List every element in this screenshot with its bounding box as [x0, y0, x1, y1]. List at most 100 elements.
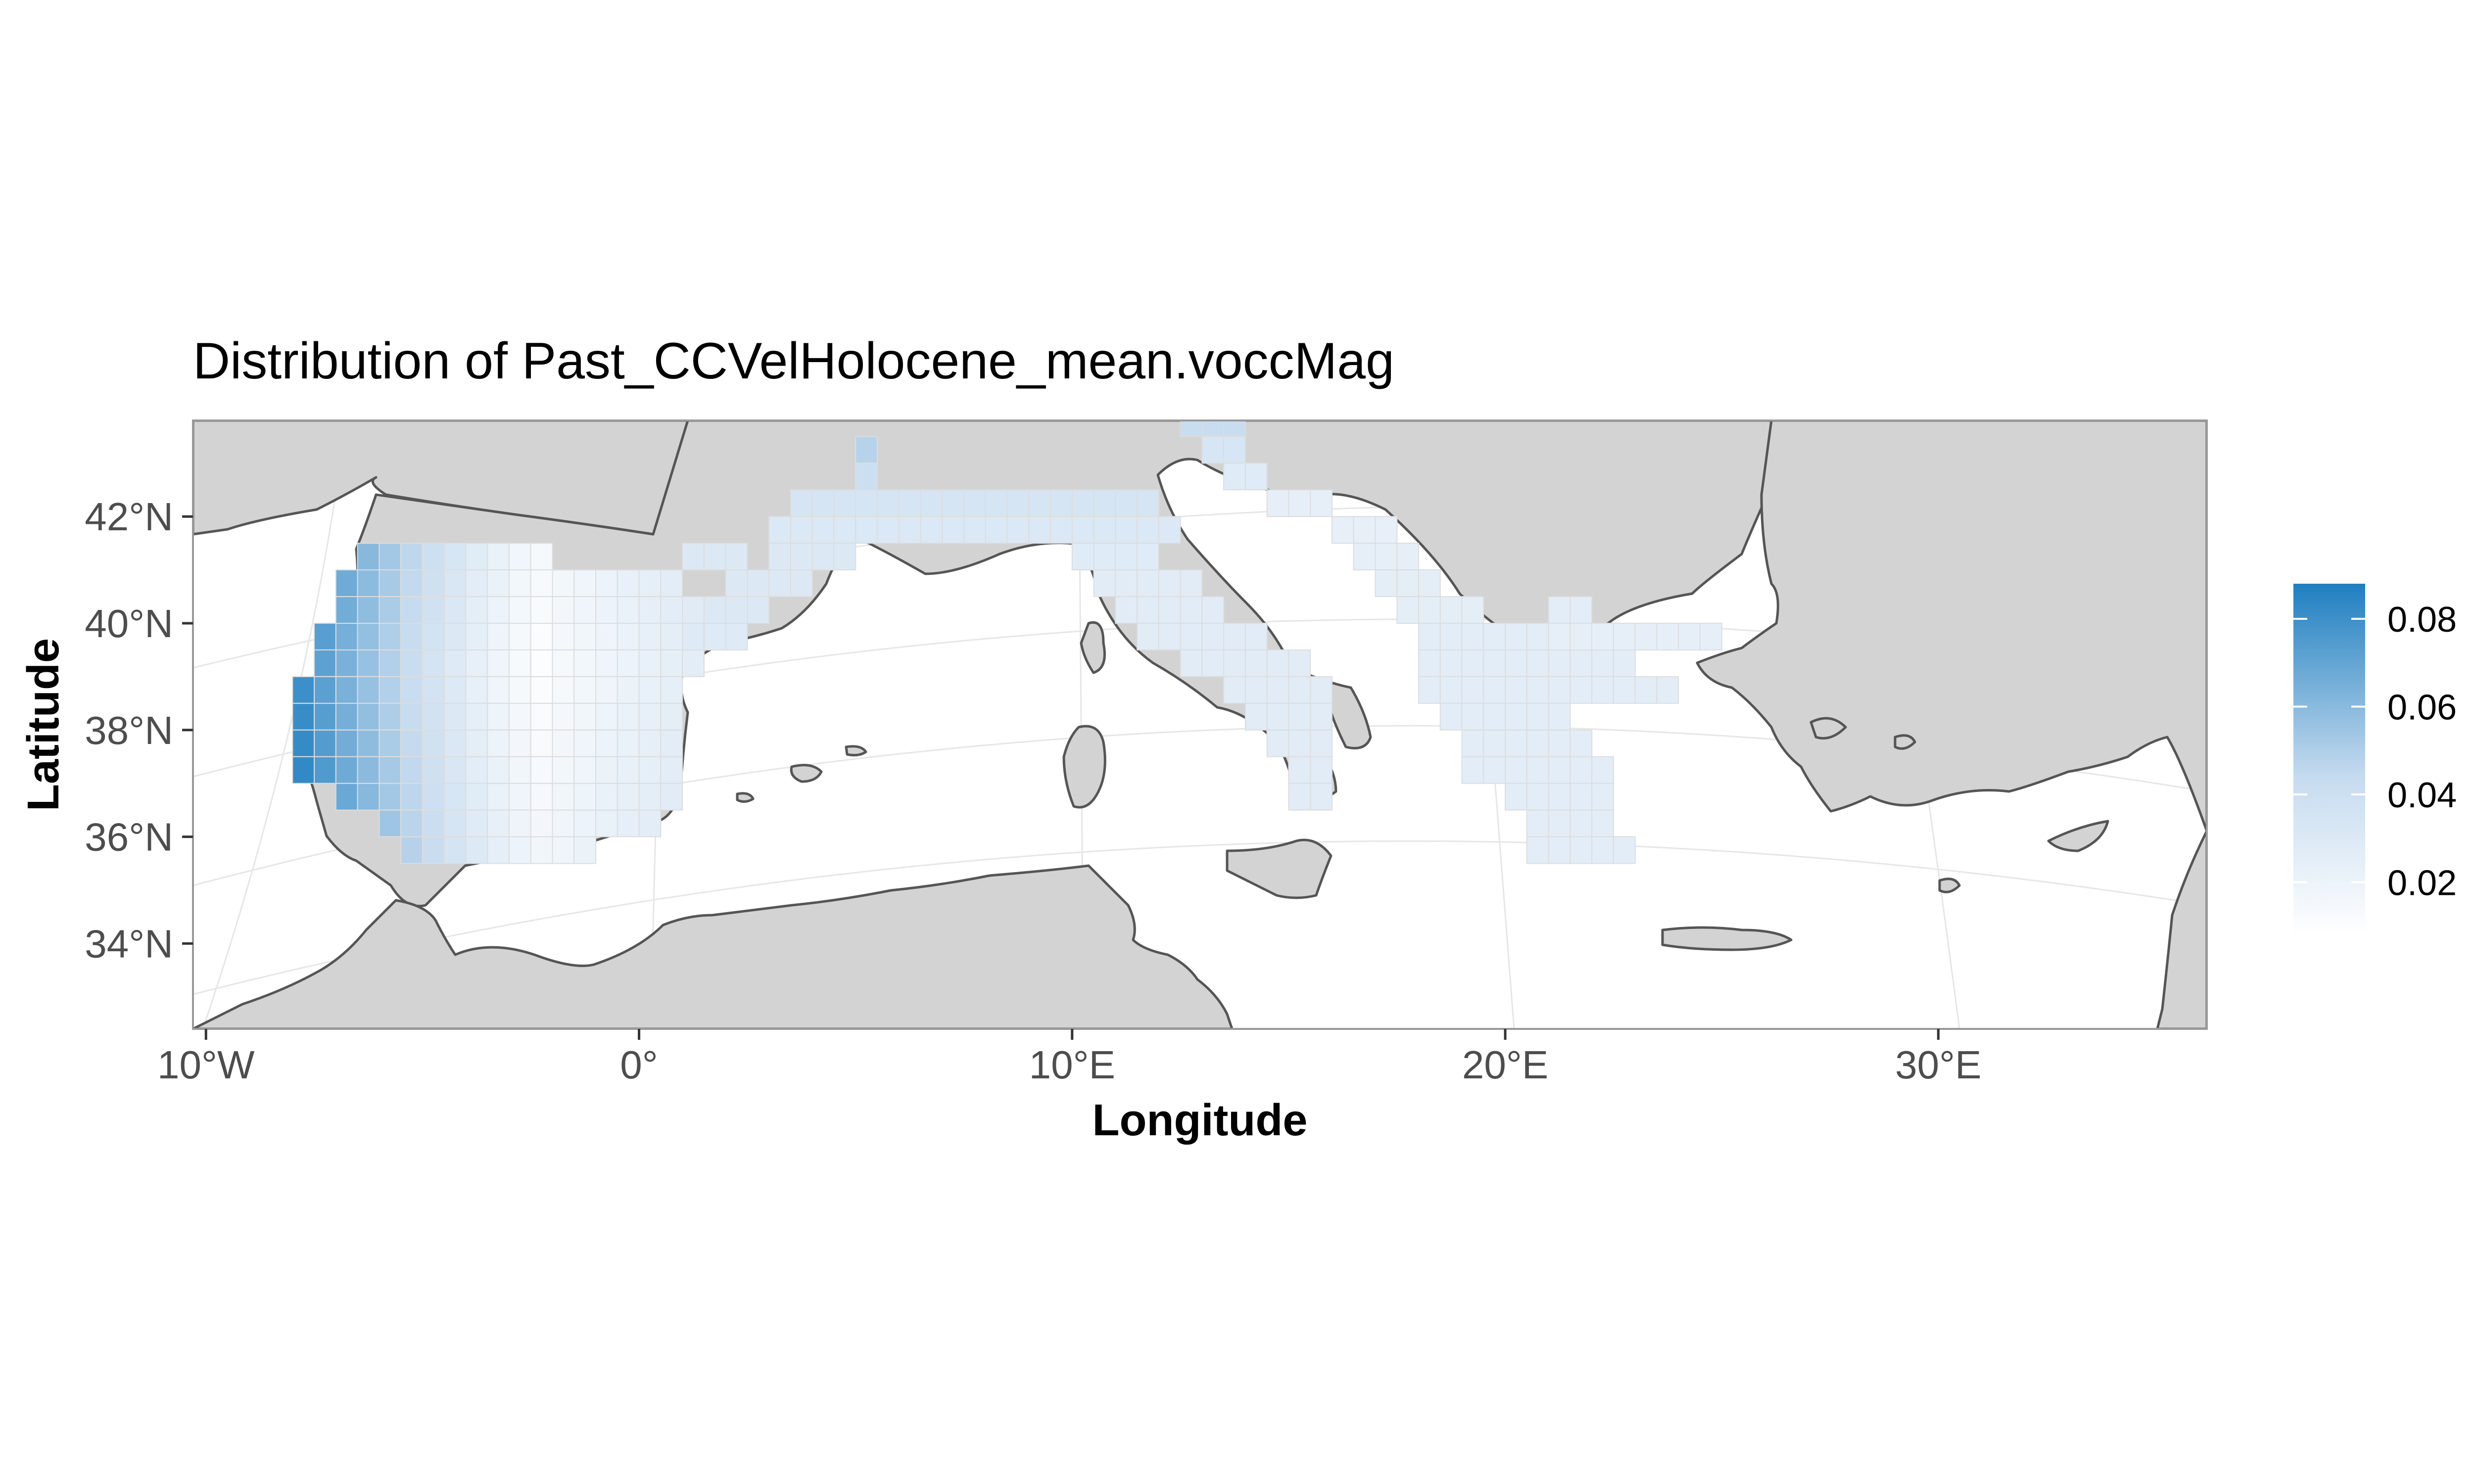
- heatmap-cell: [573, 623, 596, 650]
- heatmap-cell: [1656, 623, 1679, 650]
- heatmap-cell: [811, 489, 835, 517]
- heatmap-cell: [314, 676, 336, 704]
- heatmap-cell: [1505, 756, 1527, 784]
- heatmap-cell: [314, 702, 336, 731]
- heatmap-cell: [1505, 649, 1527, 677]
- heatmap-cell: [1137, 543, 1159, 571]
- heatmap-cell: [1137, 596, 1159, 624]
- heatmap-cell: [768, 516, 791, 544]
- heatmap-cell: [1158, 623, 1181, 650]
- heatmap-cell: [1461, 702, 1484, 731]
- heatmap-cell: [357, 756, 380, 784]
- heatmap-cell: [508, 596, 531, 624]
- heatmap-cell: [443, 569, 467, 597]
- heatmap-cell: [660, 569, 683, 597]
- heatmap-cell: [768, 569, 791, 597]
- land-sardinia: [1062, 725, 1106, 809]
- heatmap-cell: [487, 702, 510, 731]
- heatmap-cell: [1115, 596, 1138, 624]
- heatmap-cell: [552, 649, 575, 677]
- heatmap-cell: [530, 569, 553, 597]
- heatmap-cell: [379, 649, 402, 677]
- heatmap-cell: [400, 596, 423, 624]
- heatmap-cell: [1418, 649, 1441, 677]
- heatmap-cell: [465, 676, 488, 704]
- heatmap-cell: [400, 809, 423, 837]
- land-crete: [1661, 926, 1793, 951]
- heatmap-cell: [660, 702, 683, 731]
- heatmap-cell: [530, 702, 553, 731]
- heatmap-cell: [530, 649, 553, 677]
- heatmap-cell: [422, 809, 445, 837]
- heatmap-cell: [508, 569, 531, 597]
- heatmap-cell: [422, 676, 445, 704]
- heatmap-cell: [465, 756, 488, 784]
- heatmap-cell: [1158, 569, 1181, 597]
- heatmap-cell: [1548, 783, 1571, 811]
- heatmap-cell: [1570, 649, 1593, 677]
- heatmap-cell: [876, 489, 900, 517]
- heatmap-cell: [552, 783, 575, 811]
- heatmap-cell: [617, 783, 640, 811]
- heatmap-cell: [595, 756, 618, 784]
- heatmap-cell: [1244, 702, 1268, 731]
- heatmap-cell: [833, 543, 856, 571]
- heatmap-cell: [335, 649, 358, 677]
- heatmap-cell: [573, 783, 596, 811]
- heatmap-cell: [465, 783, 488, 811]
- heatmap-cell: [487, 596, 510, 624]
- heatmap-cell: [1461, 649, 1484, 677]
- heatmap-cell: [400, 569, 423, 597]
- heatmap-cell: [1115, 569, 1138, 597]
- legend-colorbar: [2293, 584, 2365, 935]
- heatmap-cell: [1526, 756, 1549, 784]
- heatmap-cell: [443, 809, 467, 837]
- heatmap-cell: [1180, 596, 1203, 624]
- heatmap-cell: [1461, 676, 1484, 704]
- heatmap-cell: [1505, 729, 1527, 757]
- heatmap-cell: [400, 649, 423, 677]
- heatmap-cell: [1137, 516, 1159, 544]
- heatmap-cell: [617, 623, 640, 650]
- heatmap-cell: [508, 623, 531, 650]
- heatmap-cell: [1526, 729, 1549, 757]
- heatmap-cell: [465, 649, 488, 677]
- heatmap-cell: [335, 783, 358, 811]
- heatmap-cell: [465, 623, 488, 650]
- heatmap-cell: [638, 596, 662, 624]
- heatmap-cell: [1266, 702, 1289, 731]
- heatmap-cell: [963, 516, 986, 544]
- heatmap-cell: [508, 543, 531, 571]
- heatmap-cell: [1439, 596, 1463, 624]
- heatmap-cell: [1418, 569, 1441, 597]
- heatmap-cell: [747, 569, 770, 597]
- heatmap-cell: [1244, 463, 1268, 491]
- heatmap-cell: [682, 649, 705, 677]
- heatmap-cell: [573, 756, 596, 784]
- heatmap-cell: [1548, 756, 1571, 784]
- heatmap-cell: [335, 702, 358, 731]
- heatmap-cell: [660, 783, 683, 811]
- heatmap-cell: [552, 676, 575, 704]
- heatmap-cell: [1591, 783, 1614, 811]
- heatmap-cell: [357, 623, 380, 650]
- heatmap-cell: [530, 623, 553, 650]
- heatmap-cell: [682, 596, 705, 624]
- heatmap-cell: [595, 596, 618, 624]
- heatmap-cell: [660, 756, 683, 784]
- heatmap-cell: [595, 809, 618, 837]
- heatmap-cell: [1570, 756, 1593, 784]
- x-tick-label: 20°E: [1462, 1043, 1548, 1087]
- heatmap-cell: [1288, 649, 1311, 677]
- land-rhodes: [1938, 878, 1961, 893]
- heatmap-cell: [1266, 489, 1289, 517]
- heatmap-cell: [617, 569, 640, 597]
- heatmap-cell: [1137, 569, 1159, 597]
- heatmap-cell: [443, 543, 467, 571]
- heatmap-cell: [465, 809, 488, 837]
- heatmap-cell: [985, 516, 1008, 544]
- heatmap-cell: [1310, 702, 1332, 731]
- heatmap-cell: [1201, 596, 1225, 624]
- y-tick-label: 38°N: [85, 708, 173, 752]
- heatmap-cell: [1028, 489, 1051, 517]
